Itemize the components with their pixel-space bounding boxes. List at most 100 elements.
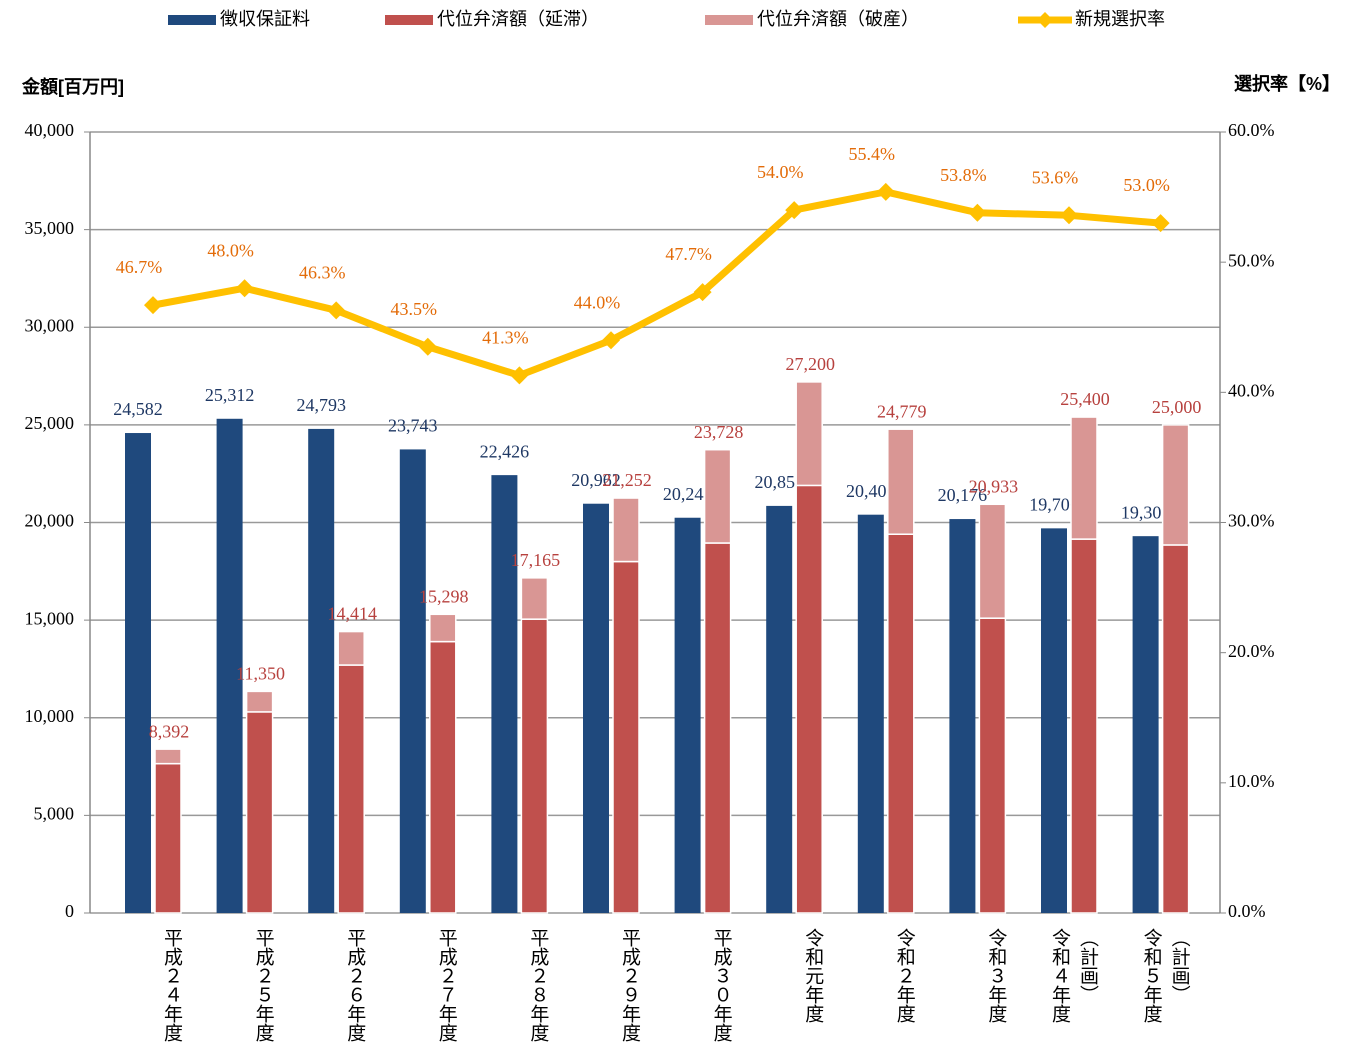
- y-tick-label: 20,000: [25, 511, 75, 531]
- line-value-label: 47.7%: [665, 244, 712, 264]
- line-value-label: 46.7%: [116, 257, 163, 277]
- bar-value-label: 20,962: [571, 470, 621, 490]
- line-marker: [327, 301, 346, 320]
- line-value-label: 53.8%: [940, 165, 987, 185]
- legend-swatch: [385, 15, 433, 25]
- bar: [308, 428, 335, 913]
- legend-label: 徴収保証料: [220, 9, 310, 29]
- line-marker: [235, 279, 254, 298]
- line-marker: [144, 296, 162, 315]
- x-tick-label: 平成２４年度: [161, 928, 182, 1042]
- stack-total-label: 20,933: [969, 476, 1019, 496]
- line-value-label: 53.6%: [1032, 167, 1079, 187]
- bar: [674, 517, 701, 913]
- stack-total-label: 8,392: [149, 721, 190, 741]
- x-tick-label: 平成２５年度: [252, 928, 274, 1042]
- legend-label: 代位弁済額（延滞）: [437, 9, 599, 29]
- y-tick-label: 0: [65, 901, 74, 921]
- line-marker: [602, 331, 620, 350]
- stacked-bar: [520, 577, 549, 620]
- stacked-bar: [1070, 538, 1098, 914]
- stacked-bar: [154, 748, 182, 765]
- y-axis-title: 金額[百万円]: [21, 76, 124, 97]
- bar: [766, 505, 793, 913]
- y2-tick-label: 30.0%: [1228, 511, 1275, 531]
- line-value-label: 44.0%: [574, 292, 621, 312]
- stack-total-label: 21,252: [602, 470, 652, 490]
- bar-value-label: 25,312: [205, 385, 255, 405]
- stack-total-label: 24,779: [877, 401, 927, 421]
- stacked-bar: [887, 428, 915, 535]
- stacked-bar: [887, 533, 915, 914]
- legend-label: 新規選択率: [1075, 9, 1165, 29]
- stacked-bar: [612, 560, 640, 914]
- bar-value-label: 20,400: [846, 481, 896, 501]
- line-value-label: 46.3%: [299, 262, 346, 282]
- y2-tick-label: 0.0%: [1228, 901, 1266, 921]
- x-tick-label: 令和２年度: [893, 928, 915, 1023]
- stacked-bar: [795, 381, 823, 487]
- stacked-bar: [429, 613, 457, 643]
- x-tick-label: 令和３年度: [985, 928, 1007, 1023]
- x-tick-label: 平成２６年度: [344, 928, 366, 1042]
- line-value-label: 55.4%: [849, 144, 896, 164]
- x-tick-label: 平成２８年度: [527, 928, 549, 1042]
- stack-total-label: 25,400: [1060, 389, 1110, 409]
- x-tick-label: 平成２９年度: [619, 928, 640, 1042]
- stacked-bar: [429, 640, 457, 914]
- bar: [857, 514, 884, 913]
- bar: [491, 475, 518, 913]
- legend-marker: [1037, 12, 1053, 28]
- stacked-bar: [978, 503, 1007, 619]
- bar-value-label: 19,700: [1029, 494, 1079, 514]
- bar-value-label: 22,426: [480, 441, 530, 461]
- y2-axis-title: 選択率【%】: [1234, 73, 1340, 94]
- stack-total-label: 27,200: [785, 354, 835, 374]
- x-tick-label: 平成３０年度: [710, 928, 732, 1042]
- bar: [583, 503, 609, 913]
- legend-label: 代位弁済額（破産）: [757, 9, 919, 29]
- line-value-label: 53.0%: [1123, 175, 1170, 195]
- y-tick-label: 25,000: [25, 413, 75, 433]
- line-marker: [1060, 206, 1078, 225]
- bar: [399, 449, 426, 913]
- stacked-bar: [1161, 544, 1190, 914]
- line-marker: [785, 201, 804, 220]
- line-marker: [876, 182, 895, 201]
- stacked-bar: [795, 484, 823, 914]
- x-tick-label: 令和元年度: [802, 928, 824, 1023]
- line-marker: [968, 203, 987, 222]
- stacked-bar: [245, 690, 274, 713]
- line-value-label: 54.0%: [757, 162, 804, 182]
- bar-value-label: 24,793: [296, 395, 346, 415]
- y2-tick-label: 50.0%: [1228, 250, 1275, 270]
- bar-value-label: 20,850: [754, 472, 804, 492]
- stacked-bar: [978, 617, 1007, 914]
- x-tick-label: 平成２７年度: [435, 928, 457, 1042]
- y-tick-label: 10,000: [25, 706, 75, 726]
- y-tick-label: 15,000: [25, 608, 75, 628]
- line-marker: [418, 337, 437, 356]
- stack-total-label: 23,728: [694, 422, 744, 442]
- y2-tick-label: 20.0%: [1228, 641, 1275, 661]
- bar: [1132, 536, 1159, 913]
- y-tick-label: 5,000: [34, 804, 75, 824]
- bar-value-label: 19,300: [1121, 502, 1171, 522]
- stacked-bar: [703, 542, 732, 914]
- stacked-bar: [337, 664, 365, 914]
- stacked-bar: [245, 711, 274, 914]
- stack-total-label: 11,350: [236, 664, 285, 684]
- stacked-bar: [612, 497, 640, 563]
- stack-total-label: 17,165: [511, 550, 561, 570]
- stacked-bar: [703, 448, 732, 544]
- line-marker: [1151, 214, 1170, 233]
- line: [152, 188, 1161, 379]
- legend-swatch: [705, 15, 753, 25]
- y2-tick-label: 60.0%: [1228, 120, 1275, 140]
- legend-swatch: [168, 15, 216, 25]
- bar: [949, 519, 976, 913]
- line-marker: [510, 366, 529, 385]
- stack-total-label: 14,414: [327, 604, 377, 624]
